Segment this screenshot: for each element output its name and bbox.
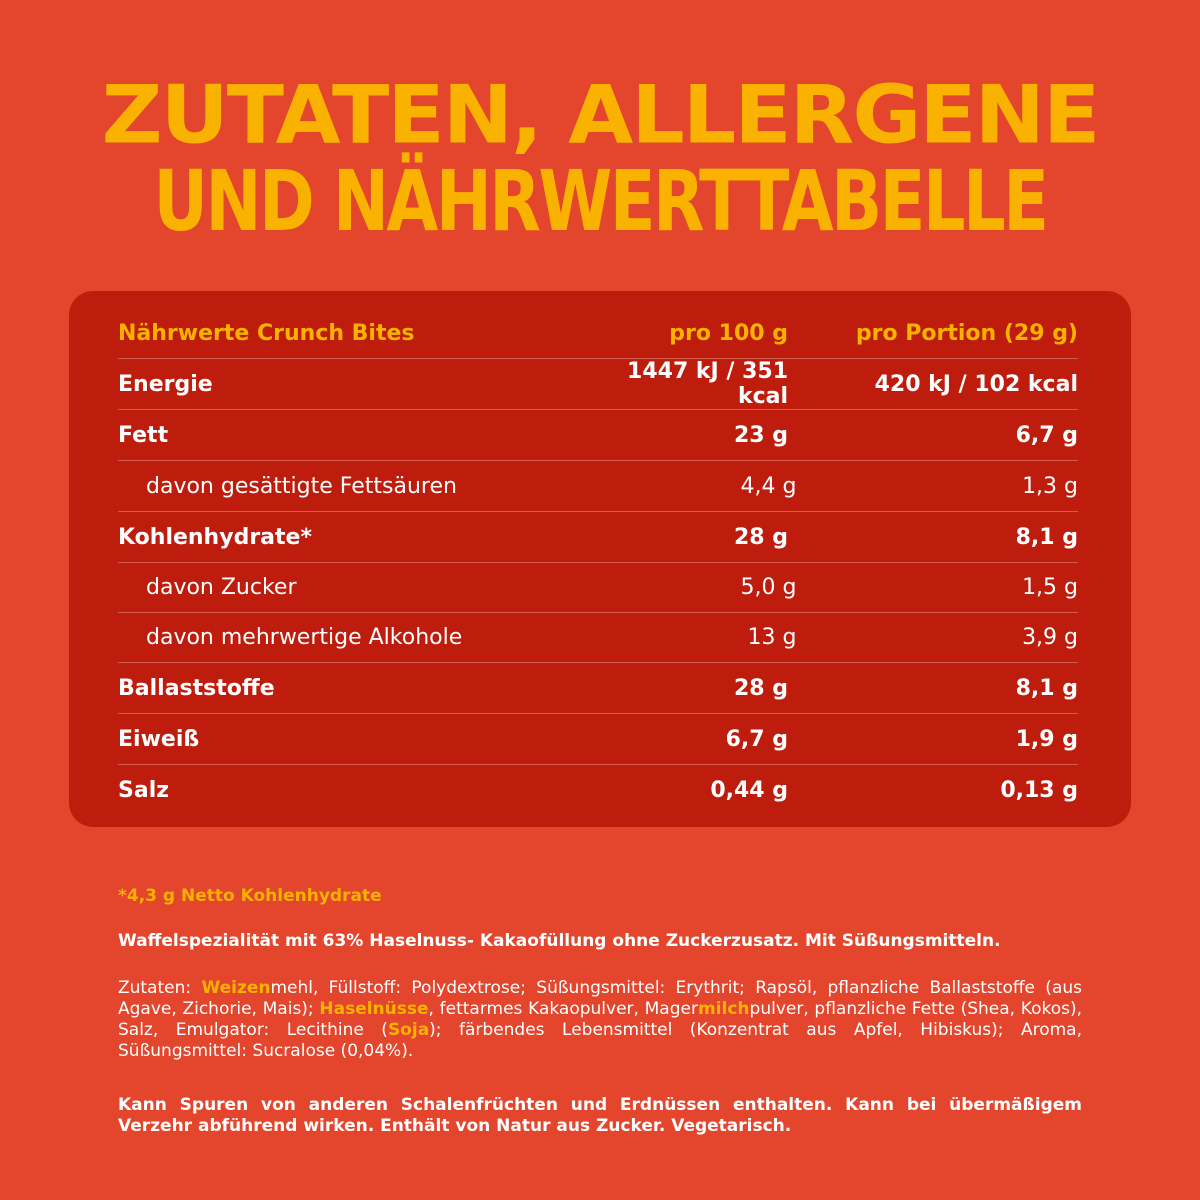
row-per-portion: 8,1 g — [1015, 675, 1078, 701]
allergen-warning: Kann Spuren von anderen Schalenfrüchten … — [118, 1095, 1082, 1136]
table-row-fett: Fett 23 g 6,7 g — [118, 410, 1078, 461]
table-header-row: Nährwerte Crunch Bites pro 100 g pro Por… — [118, 308, 1078, 359]
allergen-haselnuesse: Haselnüsse — [319, 999, 429, 1019]
nutrition-table: Nährwerte Crunch Bites pro 100 g pro Por… — [69, 291, 1131, 827]
allergen-milch: milch — [697, 999, 750, 1019]
row-per-100: 5,0 g — [740, 574, 797, 600]
row-per-100: 28 g — [733, 524, 788, 550]
row-per-100: 28 g — [733, 675, 788, 701]
table-row-gesaettigte-fettsaeuren: davon gesättigte Fettsäuren 4,4 g 1,3 g — [118, 461, 1078, 512]
title-line-2: UND NÄHRWERTTABELLE — [153, 153, 1050, 251]
ingredients-text: ); färbendes Lebensmittel (Konzentrat au… — [118, 1020, 1082, 1061]
ingredients-text: , fettarmes Kakaopulver, Mager — [428, 999, 698, 1019]
table-row-mehrwertige-alkohole: davon mehrwertige Alkohole 13 g 3,9 g — [118, 612, 1078, 663]
row-label: Energie — [118, 371, 213, 397]
row-per-portion: 1,3 g — [1022, 473, 1079, 499]
ingredients-text: pulver, pflanzliche Fette (Shea, Kokos),… — [118, 999, 1082, 1040]
row-label: davon gesättigte Fettsäuren — [146, 473, 457, 499]
table-row-eiweiss: Eiweiß 6,7 g 1,9 g — [118, 714, 1078, 765]
allergen-soja: Soja — [387, 1020, 430, 1040]
table-row-energie: Energie 1447 kJ / 351 kcal 420 kJ / 102 … — [118, 359, 1078, 410]
row-label: Fett — [118, 422, 169, 448]
header-label: Nährwerte Crunch Bites — [118, 320, 415, 346]
row-label: davon mehrwertige Alkohole — [146, 624, 463, 650]
row-per-portion: 6,7 g — [1015, 422, 1078, 448]
row-label: Ballaststoffe — [118, 675, 275, 701]
product-description: Waffelspezialität mit 63% Haselnuss- Kak… — [118, 931, 1001, 951]
ingredients-text: mehl, Füllstoff: Polydextrose; Süßungsmi… — [118, 978, 1082, 1019]
row-per-100: 4,4 g — [740, 473, 797, 499]
table-row-ballaststoffe: Ballaststoffe 28 g 8,1 g — [118, 663, 1078, 714]
row-per-100: 13 g — [747, 624, 797, 650]
page-title: ZUTATEN, ALLERGENE UND NÄHRWERTTABELLE — [0, 68, 1200, 251]
row-per-100: 6,7 g — [725, 726, 788, 752]
title-line-1: ZUTATEN, ALLERGENE — [101, 68, 1101, 162]
header-per-portion: pro Portion (29 g) — [855, 320, 1078, 346]
ingredients-text: Zutaten: — [118, 978, 202, 998]
row-label: Eiweiß — [118, 726, 200, 752]
row-label: Kohlenhydrate* — [118, 524, 312, 550]
footnote-net-carbs: *4,3 g Netto Kohlenhydrate — [118, 886, 382, 906]
table-row-salz: Salz 0,44 g 0,13 g — [118, 765, 1078, 815]
row-per-portion: 8,1 g — [1015, 524, 1078, 550]
ingredients-list: Zutaten: Weizenmehl, Füllstoff: Polydext… — [118, 978, 1082, 1062]
row-per-portion: 1,5 g — [1022, 574, 1079, 600]
row-per-portion: 420 kJ / 102 kcal — [874, 371, 1078, 397]
table-row-kohlenhydrate: Kohlenhydrate* 28 g 8,1 g — [118, 512, 1078, 563]
table-row-zucker: davon Zucker 5,0 g 1,5 g — [118, 562, 1078, 613]
row-per-portion: 3,9 g — [1022, 624, 1079, 650]
allergen-weizen: Weizen — [201, 978, 271, 998]
row-per-portion: 0,13 g — [1000, 777, 1078, 803]
row-per-100: 1447 kJ / 351 kcal — [627, 359, 788, 409]
header-per-100: pro 100 g — [669, 320, 788, 346]
row-per-portion: 1,9 g — [1015, 726, 1078, 752]
row-per-100: 0,44 g — [710, 777, 788, 803]
row-label: davon Zucker — [146, 574, 297, 600]
row-per-100: 23 g — [733, 422, 788, 448]
row-label: Salz — [118, 777, 170, 803]
